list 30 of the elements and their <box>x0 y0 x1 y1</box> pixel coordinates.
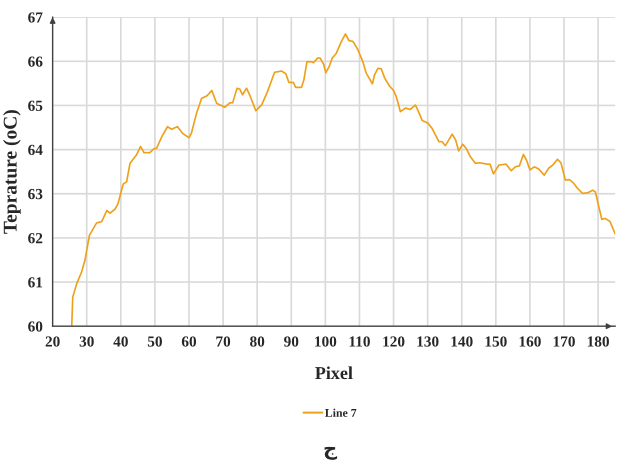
x-tick-label: 110 <box>350 336 370 347</box>
x-tick-label: 70 <box>216 336 230 347</box>
x-tick-label: 80 <box>250 336 264 347</box>
x-axis-title: Pixel <box>315 366 353 380</box>
y-tick-label: 66 <box>28 56 42 67</box>
x-tick-label: 30 <box>80 336 94 347</box>
x-tick-label: 40 <box>113 336 128 347</box>
y-tick-label: 61 <box>28 277 42 288</box>
y-tick-label: 63 <box>28 188 42 200</box>
x-tick-label: 120 <box>383 336 404 347</box>
legend-label: Line 7 <box>325 408 356 417</box>
x-tick-label: 180 <box>588 336 609 347</box>
x-tick-label: 170 <box>554 336 575 347</box>
x-tick-label: 50 <box>148 336 162 347</box>
x-tick-label: 160 <box>520 336 541 347</box>
y-tick-label: 62 <box>28 233 42 244</box>
x-tick-label: 130 <box>417 336 439 347</box>
y-tick-label: 67 <box>28 12 43 23</box>
x-tick-label: 150 <box>486 336 507 347</box>
y-tick-label: 64 <box>28 144 43 156</box>
x-tick-label: 140 <box>452 336 473 347</box>
x-tick-label: 20 <box>46 336 60 347</box>
x-tick-label: 60 <box>182 336 196 347</box>
line-series <box>70 33 616 326</box>
x-tick-label: 100 <box>315 336 336 347</box>
x-tick-label: 90 <box>284 336 298 347</box>
text: ج <box>324 446 338 460</box>
y-axis-title: Teprature (oC) <box>3 110 21 234</box>
y-tick-label: 60 <box>28 321 42 332</box>
y-tick-label: 65 <box>28 100 42 111</box>
